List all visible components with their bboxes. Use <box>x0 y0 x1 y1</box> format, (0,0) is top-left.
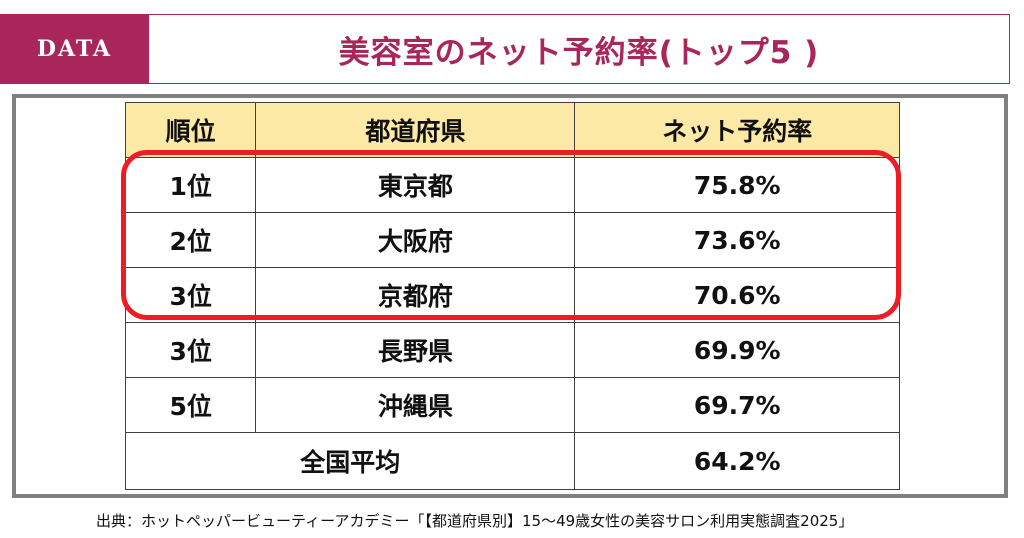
header: DATA 美容室のネット予約率(トップ5 ) <box>0 14 1010 84</box>
column-header-rate: ネット予約率 <box>574 102 900 158</box>
title-box: 美容室のネット予約率(トップ5 ) <box>149 14 1010 84</box>
rank-cell: 1位 <box>124 157 257 213</box>
data-badge: DATA <box>0 14 149 84</box>
table-row: 3位 長野県 69.9% <box>124 322 900 378</box>
column-header-prefecture: 都道府県 <box>255 102 576 158</box>
rank-cell: 5位 <box>124 377 257 433</box>
rank-cell: 3位 <box>124 267 257 323</box>
average-row: 全国平均 64.2% <box>124 432 900 490</box>
rate-cell: 73.6% <box>574 212 900 268</box>
rate-cell: 69.7% <box>574 377 900 433</box>
page-title: 美容室のネット予約率(トップ5 ) <box>338 34 820 71</box>
ranking-table: 順位 都道府県 ネット予約率 1位 東京都 75.8% 2位 大阪府 73.6%… <box>124 102 900 490</box>
rate-cell: 69.9% <box>574 322 900 378</box>
prefecture-cell: 沖縄県 <box>255 377 576 433</box>
rate-cell: 75.8% <box>574 157 900 213</box>
table-row: 2位 大阪府 73.6% <box>124 212 900 268</box>
table-header-row: 順位 都道府県 ネット予約率 <box>124 102 900 158</box>
average-label: 全国平均 <box>124 432 576 490</box>
average-rate: 64.2% <box>574 432 900 490</box>
rate-cell: 70.6% <box>574 267 900 323</box>
prefecture-cell: 長野県 <box>255 322 576 378</box>
rank-cell: 2位 <box>124 212 257 268</box>
table-row: 5位 沖縄県 69.7% <box>124 377 900 433</box>
prefecture-cell: 大阪府 <box>255 212 576 268</box>
table-row: 1位 東京都 75.8% <box>124 157 900 213</box>
prefecture-cell: 京都府 <box>255 267 576 323</box>
column-header-rank: 順位 <box>124 102 257 158</box>
table-row: 3位 京都府 70.6% <box>124 267 900 323</box>
source-citation: 出典：ホットペッパービューティーアカデミー「【都道府県別】15～49歳女性の美容… <box>96 512 854 530</box>
rank-cell: 3位 <box>124 322 257 378</box>
prefecture-cell: 東京都 <box>255 157 576 213</box>
